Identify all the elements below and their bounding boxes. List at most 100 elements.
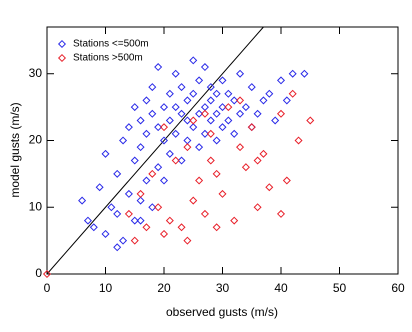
point [253, 156, 262, 165]
point [159, 103, 169, 112]
x-tick-label: 50 [333, 281, 347, 295]
point [195, 109, 204, 118]
point [189, 196, 198, 205]
x-tick-label: 60 [391, 281, 405, 295]
point [119, 236, 128, 245]
point [230, 129, 239, 138]
point [200, 63, 209, 72]
point [276, 109, 286, 118]
point [236, 143, 245, 152]
point [206, 96, 215, 105]
point [236, 96, 245, 105]
point [294, 136, 303, 145]
point [130, 216, 139, 225]
point [230, 216, 239, 225]
point [130, 156, 139, 165]
point [148, 169, 157, 178]
point [142, 96, 151, 105]
point [206, 116, 215, 125]
point [124, 123, 133, 132]
point [113, 169, 122, 178]
point [171, 156, 180, 165]
point [200, 109, 209, 118]
point [136, 216, 145, 225]
point [136, 143, 145, 152]
y-axis-label: model gusts (m/s) [8, 102, 22, 197]
point [124, 189, 133, 198]
point [253, 203, 262, 212]
point [113, 243, 122, 252]
point [171, 69, 180, 78]
point [78, 196, 87, 205]
point [165, 149, 174, 158]
point [183, 116, 192, 125]
point [159, 176, 169, 185]
point [195, 143, 204, 152]
point [200, 103, 209, 112]
point [177, 83, 186, 92]
point [136, 116, 145, 125]
point [241, 103, 250, 112]
point [189, 56, 198, 65]
point [148, 109, 157, 118]
point [189, 89, 198, 98]
point [136, 189, 145, 198]
point [288, 69, 297, 78]
point [236, 109, 245, 118]
point [300, 69, 309, 78]
point [218, 76, 227, 85]
point [142, 129, 151, 138]
point [165, 89, 174, 98]
point [224, 116, 233, 125]
point [218, 189, 227, 198]
point [212, 109, 221, 118]
point [206, 156, 215, 165]
x-axis-label: observed gusts (m/s) [166, 305, 278, 319]
point [247, 123, 256, 132]
x-tick-label: 10 [99, 281, 113, 295]
point [276, 209, 286, 218]
point [136, 196, 145, 205]
point [282, 176, 291, 185]
point [154, 203, 163, 212]
point [89, 223, 98, 232]
point [306, 116, 315, 125]
x-tick-label: 30 [216, 281, 230, 295]
plot-frame [46, 26, 399, 275]
point [177, 223, 186, 232]
point [159, 229, 169, 238]
point [189, 116, 198, 125]
point [212, 89, 221, 98]
point [183, 236, 192, 245]
point [241, 163, 250, 172]
x-tick-label: 20 [157, 281, 171, 295]
point [218, 103, 227, 112]
point [276, 76, 286, 85]
point [218, 123, 227, 132]
point [130, 103, 139, 112]
point [288, 89, 297, 98]
y-tick-label: 0 [35, 266, 42, 280]
point [154, 63, 163, 72]
point [101, 149, 110, 158]
point [124, 209, 133, 218]
point [271, 116, 280, 125]
x-tick-label: 0 [44, 281, 51, 295]
point [253, 109, 262, 118]
point [189, 123, 198, 132]
point [154, 123, 163, 132]
y-tick-label: 30 [29, 66, 43, 80]
point [165, 216, 174, 225]
point [259, 149, 268, 158]
y-tick-label: 10 [29, 199, 43, 213]
point [165, 116, 174, 125]
legend-label: Stations <=500m [73, 39, 149, 50]
point [230, 96, 239, 105]
point [159, 136, 169, 145]
point [148, 83, 157, 92]
point [183, 136, 192, 145]
point [130, 236, 139, 245]
point [212, 136, 221, 145]
point [101, 229, 110, 238]
